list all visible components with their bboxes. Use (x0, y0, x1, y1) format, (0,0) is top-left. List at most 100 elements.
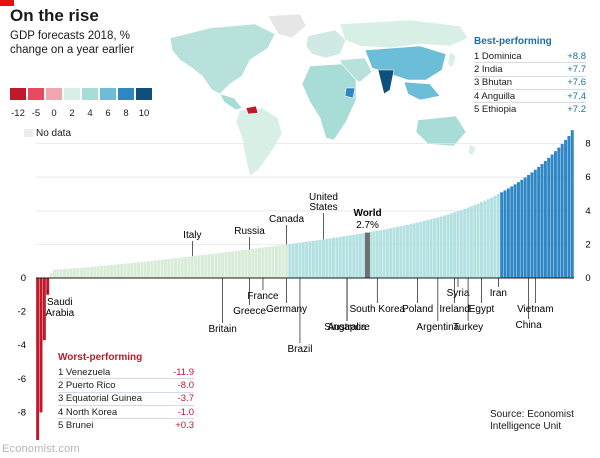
bar (93, 266, 97, 278)
map-india (377, 69, 395, 95)
legend-swatch (46, 88, 62, 100)
map-north-america (169, 23, 276, 95)
bar (49, 272, 53, 278)
bar (291, 243, 295, 278)
chart-title: On the rise (10, 6, 99, 25)
bar (187, 256, 191, 278)
bar (342, 236, 346, 278)
bar (570, 130, 574, 278)
bar (315, 240, 319, 278)
bar (362, 233, 366, 278)
world-bar (365, 232, 370, 278)
bar (503, 190, 507, 278)
y-tick-left: -4 (18, 340, 26, 351)
country-label: Russia (234, 226, 265, 237)
bar (557, 147, 561, 278)
bar (39, 278, 43, 413)
bar (301, 242, 305, 278)
bar (345, 235, 349, 278)
y-tick-right: 0 (585, 273, 590, 284)
bar (288, 244, 292, 278)
bar (379, 230, 383, 278)
bar (204, 254, 208, 278)
bar (89, 266, 93, 278)
bar (224, 252, 228, 278)
bar (143, 261, 147, 278)
bar (493, 195, 497, 278)
worst-country: 2 Puerto Rico (58, 379, 116, 391)
bar (214, 253, 218, 278)
bar (456, 211, 460, 278)
bar (106, 265, 110, 278)
bar (439, 216, 443, 278)
best-row: 1 Dominica +8.8 (474, 50, 586, 64)
bar (59, 269, 63, 278)
bar (443, 215, 446, 278)
worst-row: 1 Venezuela -11.9 (58, 366, 194, 380)
bar (409, 224, 413, 278)
country-label: Saudi (47, 297, 73, 308)
bar (244, 249, 248, 278)
bar (389, 228, 393, 278)
bar (73, 268, 77, 278)
best-row: 5 Ethiopia +7.2 (474, 103, 586, 115)
worst-value: -8.0 (177, 379, 194, 391)
worst-performing-heading: Worst-performing (58, 352, 143, 363)
bar (308, 241, 312, 278)
color-scale-legend: -12 -5 0 2 4 6 8 10 (10, 88, 152, 119)
country-label: Iran (490, 288, 507, 299)
country-label: China (516, 320, 543, 331)
bar (96, 266, 100, 278)
bar (375, 230, 379, 278)
chart-subtitle: GDP forecasts 2018, % change on a year e… (10, 30, 135, 56)
no-data-legend: No data (24, 128, 71, 139)
bar (190, 256, 194, 278)
no-data-label: No data (36, 128, 72, 139)
bar (369, 231, 372, 278)
bar (42, 278, 46, 341)
map-greenland (267, 13, 307, 39)
bar (133, 262, 137, 278)
best-country: 2 India (474, 63, 503, 75)
bar (103, 265, 107, 278)
bar (163, 259, 167, 278)
bar (278, 245, 282, 278)
bar (318, 239, 322, 278)
best-row: 3 Bhutan +7.6 (474, 77, 586, 90)
legend-label: 8 (123, 108, 128, 119)
country-label: Arabia (45, 308, 74, 319)
bar (184, 256, 188, 278)
country-label: States (309, 202, 337, 213)
bar (167, 258, 171, 278)
country-label: Argentina (416, 322, 459, 333)
legend-swatch (64, 88, 80, 100)
worst-performing-panel: Worst-performing 1 Venezuela -11.9 2 Puert… (58, 352, 194, 431)
legend-label: 4 (87, 108, 92, 119)
bar (500, 192, 504, 278)
bar (385, 228, 389, 278)
bar (52, 269, 56, 278)
bar (422, 220, 426, 278)
bar (237, 250, 241, 278)
map-central-america (219, 93, 243, 111)
worst-row: 4 North Korea -1.0 (58, 406, 194, 420)
bar (446, 214, 450, 278)
y-tick-right: 4 (585, 206, 590, 217)
bar (325, 238, 329, 278)
legend-swatch (10, 88, 26, 100)
bar (453, 212, 457, 278)
bar (207, 254, 211, 278)
legend-swatch (82, 88, 98, 100)
bar (490, 197, 494, 278)
country-label: Syria (447, 288, 470, 299)
source-note: Source: Economist Intelligence Unit (490, 409, 574, 432)
map-new-zealand (467, 143, 477, 157)
bar (355, 234, 359, 278)
bar (247, 249, 251, 278)
bar (130, 262, 134, 278)
bar (36, 278, 40, 440)
bar (332, 237, 336, 278)
legend-label: -12 (11, 108, 25, 119)
